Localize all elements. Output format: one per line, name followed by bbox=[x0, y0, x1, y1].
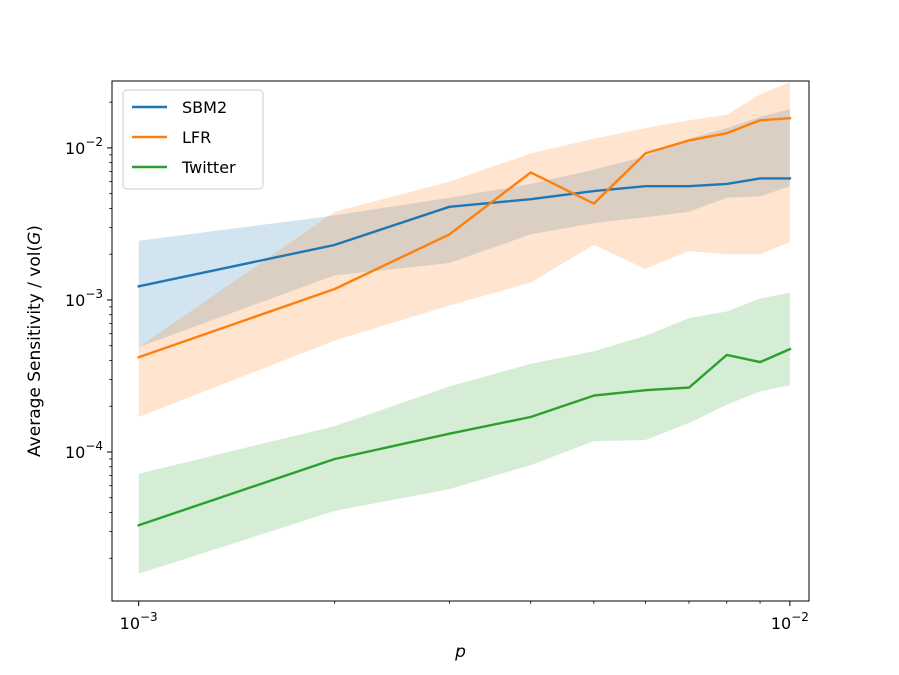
legend-label-lfr: LFR bbox=[182, 128, 211, 147]
line-lfr bbox=[137, 116, 792, 359]
legend-box bbox=[122, 89, 264, 190]
axes-frame bbox=[111, 80, 810, 602]
y-tick-label: 10−2 bbox=[65, 135, 103, 158]
band-twitter bbox=[138, 292, 790, 574]
x-tick-label: 10−2 bbox=[771, 610, 809, 633]
x-tick-label: 10−3 bbox=[120, 610, 158, 633]
band-sbm2 bbox=[138, 109, 790, 348]
line-twitter bbox=[137, 347, 792, 527]
legend-label-twitter: Twitter bbox=[181, 158, 236, 177]
y-tick-label: 10−3 bbox=[65, 287, 103, 310]
axis-ticks: 10−3 10−2 10−4 10−3 10−2 bbox=[65, 101, 809, 633]
confidence-bands bbox=[138, 82, 790, 574]
legend: SBM2 LFR Twitter bbox=[122, 89, 264, 190]
line-sbm2 bbox=[137, 177, 792, 288]
band-lfr bbox=[138, 82, 790, 418]
y-axis-label: Average Sensitivity / vol(G) bbox=[25, 225, 45, 457]
y-tick-label: 10−4 bbox=[65, 439, 103, 462]
legend-label-sbm2: SBM2 bbox=[182, 98, 227, 117]
series-lines bbox=[137, 116, 792, 527]
x-axis-label: p bbox=[454, 642, 466, 662]
